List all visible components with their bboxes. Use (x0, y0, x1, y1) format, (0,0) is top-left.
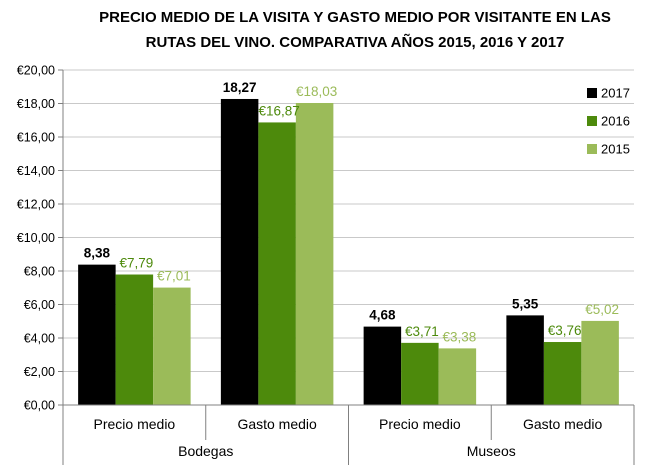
y-tick-label: €10,00 (17, 231, 55, 245)
bar-2017-0 (78, 264, 116, 405)
data-label: 5,35 (512, 296, 539, 311)
bar-2016-1 (258, 122, 296, 406)
chart-title-line-2: RUTAS DEL VINO. COMPARATIVA AÑOS 2015, 2… (146, 33, 565, 51)
data-label: €18,03 (296, 84, 337, 99)
y-tick-label: €8,00 (24, 265, 55, 279)
data-label: €7,01 (157, 269, 191, 284)
x-group-label: Bodegas (178, 443, 233, 459)
data-label: €7,79 (119, 256, 153, 271)
legend-label: 2015 (601, 142, 630, 157)
bar-2015-3 (581, 320, 619, 405)
chart-title-line-1: PRECIO MEDIO DE LA VISITA Y GASTO MEDIO … (99, 9, 611, 26)
y-tick-label: €20,00 (17, 64, 55, 78)
x-category-label: Gasto medio (523, 416, 603, 432)
x-group-label: Museos (467, 443, 516, 459)
data-label: €16,87 (258, 103, 299, 118)
bar-2017-1 (220, 98, 259, 405)
y-tick-label: €0,00 (24, 399, 55, 413)
data-label: €5,02 (585, 302, 619, 317)
legend-label: 2017 (601, 86, 630, 101)
y-tick-label: €18,00 (17, 97, 55, 111)
legend-swatch-2016 (587, 116, 597, 126)
data-label: €3,38 (442, 329, 476, 344)
data-labels: 8,38 €7,79 €7,01 18,27€16,87 €18,03 4,68 €3,71… (84, 80, 619, 344)
bar-2015-0 (153, 287, 191, 405)
y-tick-label: €14,00 (17, 164, 55, 178)
bar-2016-3 (543, 342, 582, 405)
legend-swatch-2017 (587, 88, 597, 98)
y-tick-label: €12,00 (17, 198, 55, 212)
y-tick-label: €4,00 (24, 332, 55, 346)
legend-label: 2016 (601, 114, 630, 129)
bar-2016-0 (115, 274, 154, 405)
bar-2015-2 (438, 348, 477, 405)
data-label: €3,71 (405, 324, 439, 339)
x-category-label: Precio medio (94, 416, 176, 432)
legend-swatch-2015 (587, 144, 597, 154)
data-label: 4,68 (369, 308, 396, 323)
data-label: 8,38 (84, 246, 111, 261)
bar-2017-3 (506, 315, 544, 405)
legend: 2017 2016 2015 (587, 86, 630, 157)
axes: €0,00 €2,00 €4,00 €6,00 €8,00 €10,00 €12,00 €14… (17, 64, 635, 465)
x-category-label: Gasto medio (237, 416, 317, 432)
data-label: 18,27 (223, 80, 257, 95)
data-label: €3,76 (548, 323, 582, 338)
bar-2015-1 (295, 102, 334, 405)
bar-2017-2 (363, 326, 402, 405)
y-tick-label: €6,00 (24, 298, 55, 312)
bars (78, 98, 619, 406)
bar-2016-2 (401, 342, 439, 405)
y-tick-label: €16,00 (17, 131, 55, 145)
x-category-label: Precio medio (379, 416, 461, 432)
y-tick-label: €2,00 (24, 365, 55, 379)
